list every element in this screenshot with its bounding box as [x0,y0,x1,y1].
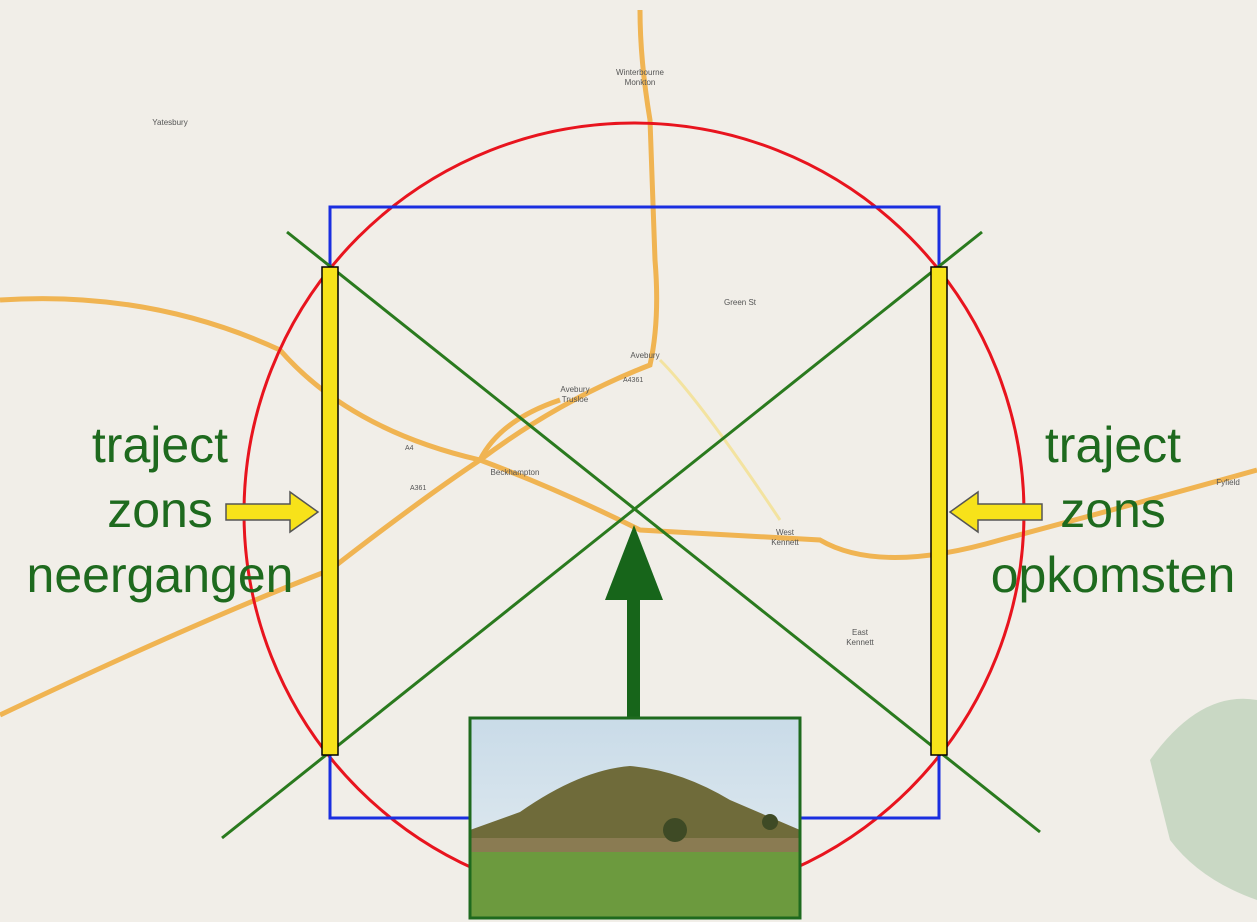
place-label: Avebury [560,385,589,394]
road-label: A361 [410,485,426,492]
place-label: Winterbourne [616,68,665,77]
place-label: Kennett [771,538,799,547]
road-label: A4361 [623,377,643,384]
road-label: A4 [405,445,414,452]
label-text: traject [92,417,228,473]
label-text: zons [107,482,213,538]
arrow-shaft [627,598,640,720]
label-text: traject [1045,417,1181,473]
place-label: Fyfield [1216,478,1240,487]
place-label: Beckhampton [491,468,540,477]
place-label: Yatesbury [152,118,187,127]
place-label: Trusloe [562,395,589,404]
label-text: zons [1060,482,1166,538]
place-label: West [776,528,795,537]
place-label: Kennett [846,638,874,647]
place-label: Avebury [630,351,659,360]
label-text: opkomsten [991,547,1236,603]
label-text: neergangen [27,547,294,603]
place-label: Green St [724,298,757,307]
place-label: Monkton [625,78,656,87]
photo [470,718,800,918]
map-diagram: Winterbourne Monkton Yatesbury Avebury A… [0,0,1257,922]
place-label: East [852,628,869,637]
sunrise-range-bar [931,267,947,755]
sunset-range-bar [322,267,338,755]
